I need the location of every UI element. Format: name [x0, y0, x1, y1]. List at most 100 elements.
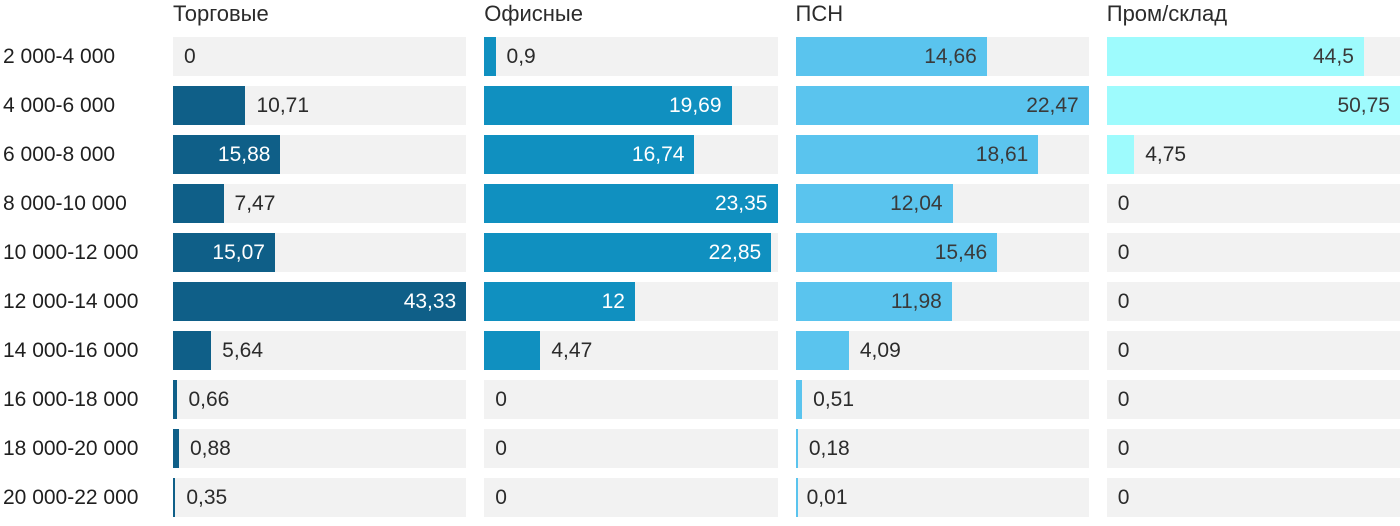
bar-track: 15,46 — [795, 233, 1089, 272]
bar-value-label: 23,35 — [714, 191, 768, 215]
bar-value-label: 5,64 — [222, 338, 264, 362]
bar-track: 0 — [484, 478, 778, 517]
bar: 44,5 — [1106, 37, 1364, 76]
bar: 18,61 — [795, 135, 1039, 174]
bar-track: 0 — [1106, 429, 1400, 468]
bar-track: 50,75 — [1106, 86, 1400, 125]
bar-value-label: 50,75 — [1337, 93, 1390, 117]
bar-track: 18,61 — [795, 135, 1089, 174]
bar-value-label: 0,9 — [506, 44, 536, 68]
bar: 12,04 — [795, 184, 953, 223]
bar-value-label: 22,47 — [1026, 93, 1079, 117]
bar-value-label: 44,5 — [1313, 44, 1354, 68]
bar-value-label: 0,51 — [813, 387, 855, 411]
bar-value-label: 0 — [1117, 485, 1130, 509]
bar — [173, 331, 212, 370]
bar-value-label: 0,66 — [188, 387, 230, 411]
bar-value-label: 12,04 — [890, 191, 943, 215]
bar-track: 0 — [1106, 233, 1400, 272]
bar-track: 0,01 — [795, 478, 1089, 517]
row-label: 6 000-8 000 — [3, 142, 116, 166]
bar-track: 22,85 — [484, 233, 778, 272]
bar-value-label: 19,69 — [668, 93, 722, 117]
bar — [795, 380, 803, 419]
bar: 43,33 — [173, 282, 467, 321]
bar-value-label: 0 — [1117, 191, 1130, 215]
bar-track: 0 — [484, 380, 778, 419]
bar-value-label: 7,47 — [234, 191, 276, 215]
bar-value-label: 0 — [184, 44, 196, 68]
bar-track: 5,64 — [173, 331, 467, 370]
row-label: 10 000-12 000 — [3, 240, 139, 264]
bar-track: 0,88 — [173, 429, 467, 468]
bar: 11,98 — [795, 282, 952, 321]
bar-value-label: 43,33 — [403, 289, 457, 313]
bar-track: 15,07 — [173, 233, 467, 272]
series-header-3: ПСН — [795, 1, 844, 26]
bar-track: 0,9 — [484, 37, 778, 76]
bar-track: 15,88 — [173, 135, 467, 174]
bar-value-label: 0,35 — [186, 485, 228, 509]
bar — [173, 86, 246, 125]
bar — [795, 331, 849, 370]
bar — [173, 429, 179, 468]
bar: 15,07 — [173, 233, 275, 272]
bar-track: 0,66 — [173, 380, 467, 419]
bar-value-label: 0 — [495, 485, 507, 509]
bar-value-label: 0,18 — [808, 436, 850, 460]
bar-track: 0,51 — [795, 380, 1089, 419]
row-label: 18 000-20 000 — [3, 436, 139, 460]
bar: 16,74 — [484, 135, 695, 174]
bar-value-label: 11,98 — [890, 289, 942, 313]
bar: 22,47 — [795, 86, 1089, 125]
bar-track: 0 — [1106, 380, 1400, 419]
bar-track: 4,47 — [484, 331, 778, 370]
bar — [173, 380, 178, 419]
bar-track: 23,35 — [484, 184, 778, 223]
bar-value-label: 0 — [495, 387, 507, 411]
series-header-2: Офисные — [484, 1, 583, 26]
bar-value-label: 0 — [1117, 436, 1130, 460]
bar-track: 22,47 — [795, 86, 1089, 125]
bar-value-label: 4,75 — [1145, 142, 1187, 166]
bar-value-label: 16,74 — [631, 142, 685, 166]
bar-value-label: 0 — [1117, 387, 1130, 411]
bar-value-label: 14,66 — [924, 44, 977, 68]
bar-value-label: 0,88 — [189, 436, 231, 460]
bar-track: 12 — [484, 282, 778, 321]
bar-value-label: 10,71 — [256, 93, 310, 117]
series-header-1: Торговые — [173, 1, 269, 26]
bar-track: 43,33 — [173, 282, 467, 321]
bar-value-label: 18,61 — [975, 142, 1029, 166]
bar: 22,85 — [484, 233, 772, 272]
bar-track: 10,71 — [173, 86, 467, 125]
corner-spacer — [0, 0, 155, 27]
bar-track: 4,09 — [795, 331, 1089, 370]
bar-value-label: 15,88 — [217, 142, 271, 166]
bar-value-label: 15,46 — [934, 240, 988, 264]
bar-track: 0 — [1106, 331, 1400, 370]
bar-value-label: 12 — [601, 289, 625, 313]
bar: 15,46 — [795, 233, 998, 272]
bar: 19,69 — [484, 86, 732, 125]
bar — [173, 478, 176, 517]
bar-value-label: 0 — [495, 436, 507, 460]
row-label: 14 000-16 000 — [3, 338, 139, 362]
bar: 23,35 — [484, 184, 778, 223]
bar-value-label: 0 — [1117, 289, 1130, 313]
row-label: 4 000-6 000 — [3, 93, 116, 117]
bar-track: 44,5 — [1106, 37, 1400, 76]
bar-track: 4,75 — [1106, 135, 1400, 174]
bar-value-label: 4,47 — [551, 338, 593, 362]
bar: 12 — [484, 282, 635, 321]
bar-track: 7,47 — [173, 184, 467, 223]
bar-track: 0 — [484, 429, 778, 468]
bar-track: 0 — [173, 37, 467, 76]
bar — [484, 331, 541, 370]
row-label: 12 000-14 000 — [3, 289, 139, 313]
row-label: 16 000-18 000 — [3, 387, 139, 411]
row-label: 8 000-10 000 — [3, 191, 127, 215]
row-label: 2 000-4 000 — [3, 44, 116, 68]
bar-track: 0 — [1106, 478, 1400, 517]
